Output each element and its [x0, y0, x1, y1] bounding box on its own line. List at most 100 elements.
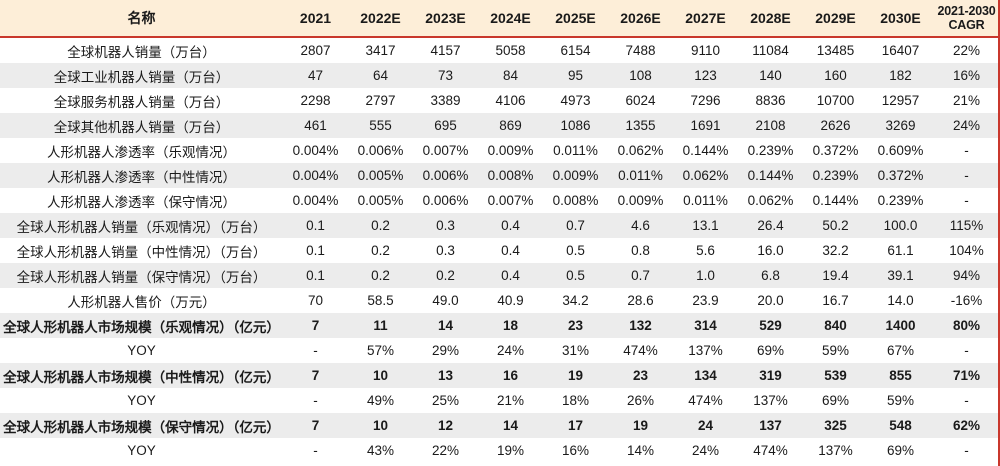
- row-label: 人形机器人渗透率（中性情况）: [47, 169, 236, 185]
- table-row: 人形机器人售价（万元） 70 58.5 49.0 40.9 34.2 28.6 23.9 20.…: [0, 288, 1000, 313]
- value-cell: 0.2: [371, 243, 390, 258]
- value-cell: 6024: [625, 93, 656, 108]
- table-row: 全球工业机器人销量（万台） 47 64 73 84 95 108 123 140 160 182 16…: [0, 63, 1000, 88]
- value-cell: 0.011%: [683, 193, 728, 208]
- value-cell: 1.0: [696, 268, 715, 283]
- row-label: YOY: [127, 443, 156, 458]
- value-cell: 474%: [623, 343, 658, 358]
- table-row: 全球人形机器人市场规模（乐观情况）（亿元） 7 11 14 18 23 132 314 529 8…: [0, 313, 1000, 338]
- cagr-cell: 21%: [952, 93, 981, 108]
- value-cell: 0.5: [566, 268, 585, 283]
- table-row: 全球其他机器人销量（万台） 461 555 695 869 1086 1355 1691 210…: [0, 113, 1000, 138]
- value-cell: 0.005%: [357, 168, 404, 183]
- value-cell: 461: [304, 118, 327, 133]
- value-cell: 84: [502, 68, 519, 83]
- value-cell: 69%: [821, 393, 850, 408]
- row-label: 全球工业机器人销量（万台）: [53, 69, 230, 85]
- row-label: 全球人形机器人销量（保守情况）（万台）: [16, 269, 267, 285]
- value-cell: 0.3: [436, 218, 455, 233]
- value-cell: 137: [759, 418, 782, 433]
- value-cell: 18: [502, 318, 519, 333]
- value-cell: -: [313, 393, 318, 408]
- cagr-cell: 115%: [949, 218, 984, 233]
- value-cell: 43%: [366, 443, 395, 458]
- value-cell: 123: [694, 68, 717, 83]
- value-cell: 0.372%: [812, 143, 859, 158]
- value-cell: 140: [759, 68, 782, 83]
- value-cell: 0.5: [566, 243, 585, 258]
- value-cell: 12: [437, 418, 454, 433]
- value-cell: 39.1: [887, 268, 914, 283]
- value-cell: 14: [502, 418, 519, 433]
- value-cell: 0.239%: [747, 143, 794, 158]
- value-cell: 0.609%: [877, 143, 924, 158]
- value-cell: 0.239%: [877, 193, 924, 208]
- value-cell: 0.372%: [877, 168, 924, 183]
- value-cell: 70: [307, 293, 324, 308]
- value-cell: 0.009%: [552, 168, 599, 183]
- value-cell: 695: [434, 118, 457, 133]
- value-cell: 1400: [885, 318, 916, 333]
- cagr-cell: 24%: [952, 118, 981, 133]
- value-cell: 0.1: [306, 218, 325, 233]
- value-cell: 18%: [561, 393, 590, 408]
- value-cell: 137%: [753, 393, 788, 408]
- value-cell: 529: [759, 318, 782, 333]
- value-cell: 160: [824, 68, 847, 83]
- value-cell: 11084: [752, 43, 789, 58]
- value-cell: 0.2: [436, 268, 455, 283]
- table-row: 全球人形机器人市场规模（保守情况）（亿元） 7 10 12 14 17 19 24 137 325…: [0, 413, 1000, 438]
- value-cell: 0.007%: [487, 193, 534, 208]
- value-cell: 29%: [431, 343, 460, 358]
- cagr-cell: 22%: [952, 43, 981, 58]
- cagr-header-line1: 2021-2030: [937, 3, 996, 18]
- value-cell: 28.6: [627, 293, 654, 308]
- row-label: 全球人形机器人市场规模（中性情况）（亿元）: [3, 369, 280, 385]
- value-cell: 0.7: [566, 218, 585, 233]
- value-cell: 3269: [885, 118, 916, 133]
- header-cell-year: 2025E: [543, 0, 608, 38]
- value-cell: 58.5: [367, 293, 394, 308]
- value-cell: 2626: [820, 118, 851, 133]
- value-cell: 0.004%: [292, 193, 339, 208]
- value-cell: 9110: [690, 43, 721, 58]
- value-cell: 0.004%: [292, 143, 339, 158]
- value-cell: 0.009%: [487, 143, 534, 158]
- value-cell: 7: [311, 368, 320, 383]
- cagr-cell: 16%: [952, 68, 981, 83]
- value-cell: 0.008%: [552, 193, 599, 208]
- value-cell: 49%: [366, 393, 395, 408]
- value-cell: 0.1: [306, 243, 325, 258]
- table-row: YOY - 57% 29% 24% 31% 474% 137% 69% 59% 67% -: [0, 338, 1000, 363]
- value-cell: 50.2: [822, 218, 849, 233]
- value-cell: 0.006%: [422, 193, 469, 208]
- row-label: 全球其他机器人销量（万台）: [53, 119, 230, 135]
- value-cell: 0.7: [631, 268, 650, 283]
- value-cell: 2298: [300, 93, 331, 108]
- value-cell: 47: [307, 68, 324, 83]
- cagr-cell: -: [964, 393, 969, 408]
- table-row: YOY - 43% 22% 19% 16% 14% 24% 474% 137% 69% -: [0, 438, 1000, 463]
- table-row: 全球人形机器人销量（中性情况）（万台） 0.1 0.2 0.3 0.4 0.5 0.8 5.6…: [0, 238, 1000, 263]
- value-cell: 0.4: [501, 268, 520, 283]
- value-cell: 182: [889, 68, 912, 83]
- value-cell: 2108: [755, 118, 786, 133]
- value-cell: 19.4: [822, 268, 849, 283]
- table-row: 人形机器人渗透率（保守情况） 0.004% 0.005% 0.006% 0.007% 0.…: [0, 188, 1000, 213]
- value-cell: 0.004%: [292, 168, 339, 183]
- value-cell: 13: [437, 368, 454, 383]
- value-cell: 0.144%: [812, 193, 859, 208]
- table-row: 人形机器人渗透率（乐观情况） 0.004% 0.006% 0.007% 0.009% 0.…: [0, 138, 1000, 163]
- value-cell: 3417: [365, 43, 396, 58]
- value-cell: 0.3: [436, 243, 455, 258]
- value-cell: 0.2: [371, 218, 390, 233]
- cagr-cell: 62%: [952, 418, 981, 433]
- value-cell: 69%: [886, 443, 915, 458]
- table-row: 全球人形机器人销量（乐观情况）（万台） 0.1 0.2 0.3 0.4 0.7 4.6 13.…: [0, 213, 1000, 238]
- cagr-cell: -: [964, 143, 969, 158]
- value-cell: 0.1: [306, 268, 325, 283]
- value-cell: 16: [502, 368, 519, 383]
- value-cell: 49.0: [432, 293, 459, 308]
- value-cell: 95: [567, 68, 584, 83]
- value-cell: 13.1: [692, 218, 719, 233]
